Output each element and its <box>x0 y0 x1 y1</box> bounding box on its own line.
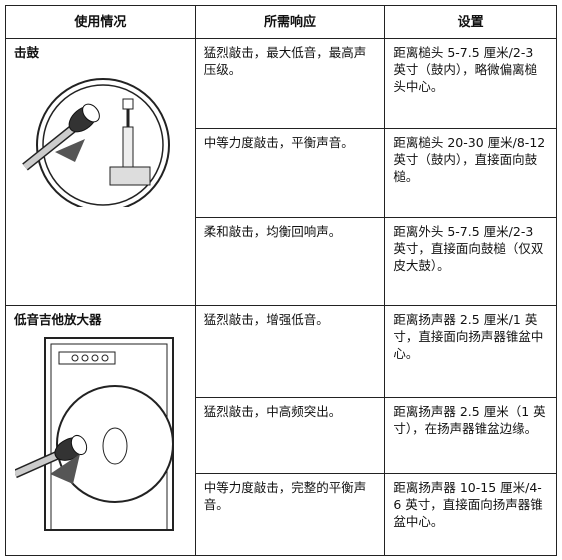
response-cell: 中等力度敲击，完整的平衡声音。 <box>194 473 386 556</box>
setting-cell: 距离扬声器 2.5 厘米/1 英寸，直接面向扬声器锥盆中心。 <box>384 305 557 398</box>
setting-cell: 距离槌头 20-30 厘米/8-12 英寸（鼓内），直接面向鼓槌。 <box>384 128 557 218</box>
setting-cell: 距离扬声器 10-15 厘米/4-6 英寸，直接面向扬声器锥盆中心。 <box>384 473 557 556</box>
row: 中等力度敲击，完整的平衡声音。 距离扬声器 10-15 厘米/4-6 英寸，直接… <box>6 473 557 556</box>
response-cell: 猛烈敲击，增强低音。 <box>194 305 386 398</box>
response-cell: 中等力度敲击，平衡声音。 <box>194 128 386 218</box>
row: 猛烈敲击，中高频突出。 距离扬声器 2.5 厘米（1 英寸），在扬声器锥盆边缘。 <box>6 397 557 474</box>
header-cell: 设置 <box>384 5 557 39</box>
group-label: 击鼓 <box>14 45 40 60</box>
row: 低音吉他放大器 猛烈敲击，增强低音。 距离扬声器 2.5 厘米/1 英寸，直接面… <box>5 305 557 556</box>
response-cell: 猛烈敲击，最大低音，最高声压级。 <box>194 38 386 129</box>
drum-illustration <box>22 78 171 207</box>
header-cell: 使用情况 <box>5 5 196 39</box>
amp-illustration <box>15 337 175 531</box>
table: 使用情况 所需响应 设置 击鼓 猛烈敲击，最大低音，最高声压级。 距离槌头 5-… <box>5 5 557 556</box>
setting-cell: 距离外头 5-7.5 厘米/2-3 英寸，直接面向鼓槌（仅双皮大鼓）。 <box>384 217 557 306</box>
group-label: 低音吉他放大器 <box>14 312 102 327</box>
header-row: 使用情况 所需响应 设置 <box>5 5 557 39</box>
group-cell: 低音吉他放大器 <box>5 305 196 556</box>
row: 柔和敲击，均衡回响声。 距离外头 5-7.5 厘米/2-3 英寸，直接面向鼓槌（… <box>6 217 557 306</box>
row: 击鼓 猛烈敲击，最大低音，最高声压级。 距离槌头 5-7.5 厘米/2-3 英寸… <box>5 38 557 306</box>
setting-cell: 距离槌头 5-7.5 厘米/2-3 英寸（鼓内），略微偏离槌头中心。 <box>384 38 557 129</box>
response-cell: 猛烈敲击，中高频突出。 <box>194 397 386 474</box>
group-cell: 击鼓 <box>5 38 196 306</box>
header-cell: 所需响应 <box>194 5 386 39</box>
response-cell: 柔和敲击，均衡回响声。 <box>194 217 386 306</box>
setting-cell: 距离扬声器 2.5 厘米（1 英寸），在扬声器锥盆边缘。 <box>384 397 557 474</box>
